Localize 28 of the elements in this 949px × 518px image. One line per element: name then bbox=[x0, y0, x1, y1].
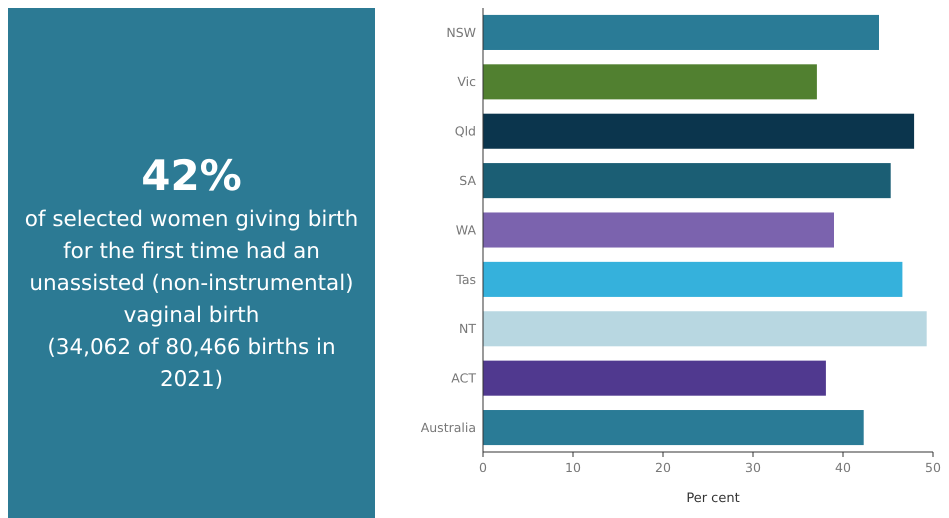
text: of selected women giving birth for the first time had an unassisted (non-instrumental) vaginal birth bbox=[24, 207, 358, 328]
bar bbox=[483, 163, 891, 198]
bar bbox=[483, 114, 914, 149]
text: (34,062 of 80,466 births in 2021) bbox=[47, 335, 336, 392]
x-tick-label: 20 bbox=[655, 460, 671, 475]
bar bbox=[483, 212, 834, 248]
y-tick-label: SA bbox=[459, 172, 476, 188]
bar bbox=[483, 262, 902, 297]
y-tick-label: NSW bbox=[446, 24, 476, 40]
text: 42% bbox=[141, 151, 242, 200]
y-tick-label: WA bbox=[456, 222, 476, 238]
y-tick-label: Qld bbox=[454, 124, 476, 139]
bar bbox=[483, 410, 864, 446]
bar bbox=[483, 64, 817, 100]
x-tick-label: 40 bbox=[835, 460, 851, 475]
x-tick-label: 0 bbox=[479, 460, 488, 475]
x-tick-label: 10 bbox=[565, 460, 581, 475]
x-tick-label: 50 bbox=[925, 460, 941, 475]
y-tick-label: ACT bbox=[451, 370, 476, 386]
bar bbox=[483, 360, 826, 396]
bar bbox=[483, 14, 879, 50]
y-tick-label: NT bbox=[459, 321, 476, 336]
x-axis-title: Per cent bbox=[686, 491, 740, 506]
bar bbox=[483, 311, 927, 346]
y-tick-label: Tas bbox=[455, 272, 476, 287]
y-tick-label: Vic bbox=[457, 74, 476, 90]
y-tick-label: Australia bbox=[420, 420, 476, 435]
x-tick-label: 30 bbox=[745, 460, 761, 475]
